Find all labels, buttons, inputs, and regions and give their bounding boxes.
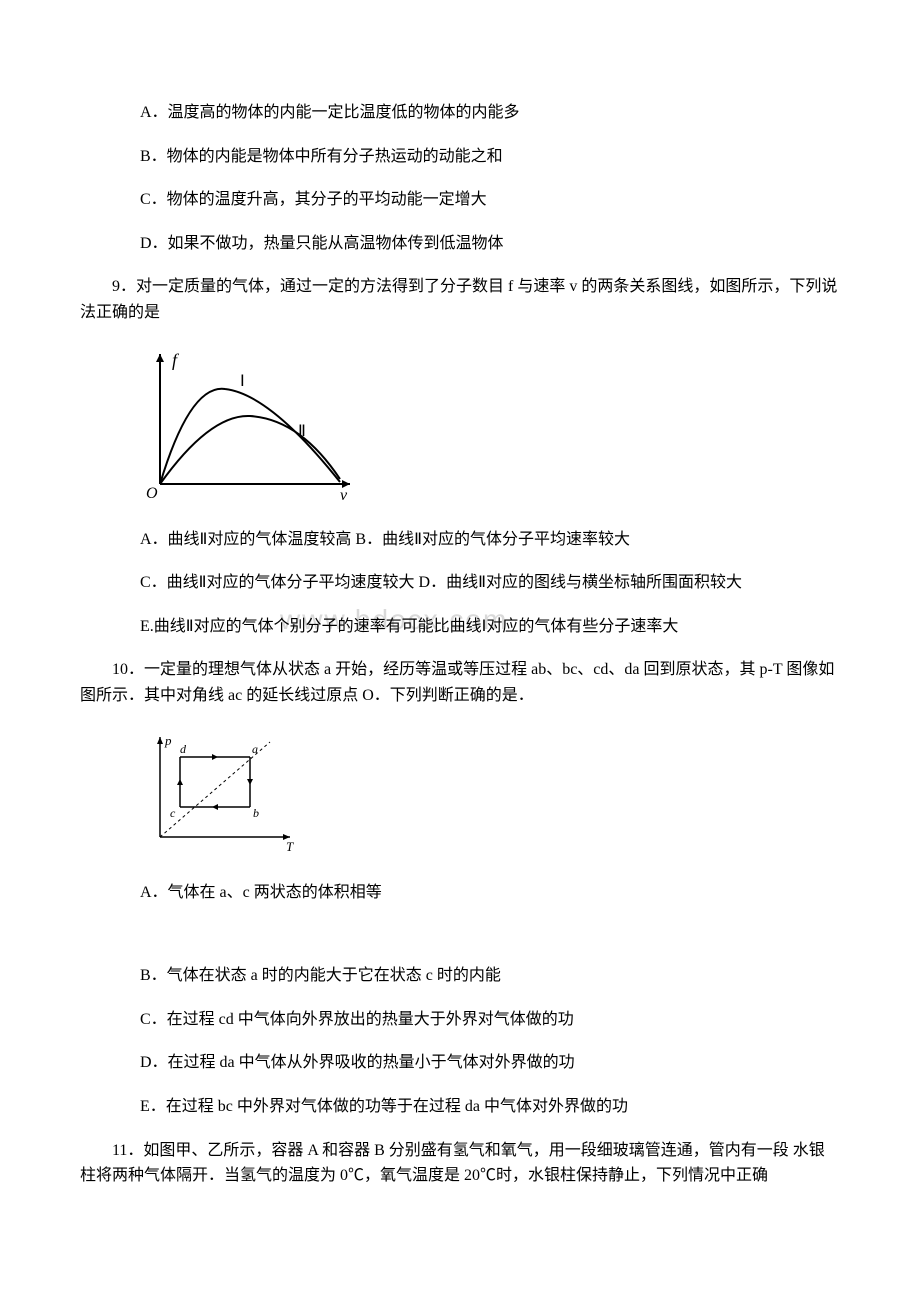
fig10-c: c: [170, 806, 176, 820]
fig9-curve1-label: Ⅰ: [240, 373, 245, 390]
fig10-xlabel: T: [286, 839, 294, 854]
q10-option-d: D．在过程 da 中气体从外界吸收的热量小于气体对外界做的功: [140, 1050, 840, 1076]
q8-option-b: B．物体的内能是物体中所有分子热运动的动能之和: [140, 144, 840, 170]
q11-stem: 11．如图甲、乙所示，容器 A 和容器 B 分别盛有氢气和氧气，用一段细玻璃管连…: [80, 1138, 840, 1189]
q8-option-c: C．物体的温度升高，其分子的平均动能一定增大: [140, 187, 840, 213]
fig10-d: d: [180, 742, 187, 756]
q10-stem: 10．一定量的理想气体从状态 a 开始，经历等温或等压过程 ab、bc、cd、d…: [80, 657, 840, 708]
q9-option-cd: C．曲线Ⅱ对应的气体分子平均速度较大 D．曲线Ⅱ对应的图线与横坐标轴所围面积较大: [140, 570, 840, 596]
q10-option-b: B．气体在状态 a 时的内能大于它在状态 c 时的内能: [140, 963, 840, 989]
fig9-ylabel: f: [172, 350, 180, 370]
q9-figure: f v O Ⅰ Ⅱ: [140, 344, 840, 509]
fig9-origin: O: [146, 485, 158, 502]
q10-option-e: E．在过程 bc 中外界对气体做的功等于在过程 da 中气体对外界做的功: [140, 1094, 840, 1120]
q9-stem: 9．对一定质量的气体，通过一定的方法得到了分子数目 f 与速率 v 的两条关系图…: [80, 274, 840, 325]
fig10-ylabel: p: [164, 733, 172, 748]
q10-option-a: A．气体在 a、c 两状态的体积相等: [140, 880, 840, 906]
q9-option-ab: A．曲线Ⅱ对应的气体温度较高 B．曲线Ⅱ对应的气体分子平均速率较大: [140, 527, 840, 553]
fig9-xlabel: v: [340, 487, 348, 504]
q10-option-c: C．在过程 cd 中气体向外界放出的热量大于外界对气体做的功: [140, 1007, 840, 1033]
q8-option-a: A．温度高的物体的内能一定比温度低的物体的内能多: [140, 100, 840, 126]
fig9-curve2-label: Ⅱ: [298, 423, 306, 440]
q9-option-e: E.曲线Ⅱ对应的气体个别分子的速率有可能比曲线Ⅰ对应的气体有些分子速率大: [140, 614, 840, 640]
q8-option-d: D．如果不做功，热量只能从高温物体传到低温物体: [140, 231, 840, 257]
fig10-a: a: [252, 742, 258, 756]
q10-figure: p T d a c b: [140, 727, 840, 862]
fig10-b: b: [253, 806, 259, 820]
